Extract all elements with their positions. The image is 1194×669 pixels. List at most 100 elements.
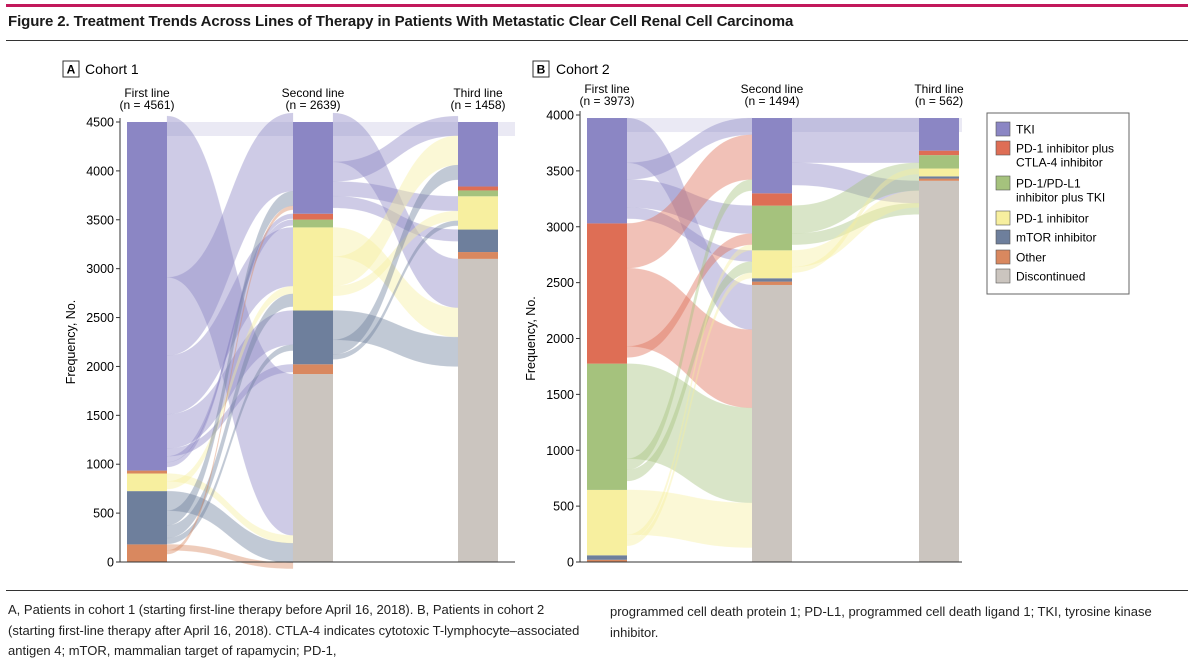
y-tick-label: 3000 xyxy=(546,220,574,234)
legend-label: PD-1 inhibitor plus CTLA-4 inhibitor xyxy=(1016,142,1114,170)
bar-segment-2-6 xyxy=(458,122,498,187)
bar-segment-1-6 xyxy=(293,122,333,214)
bar-segment-2-2 xyxy=(458,229,498,253)
column-label: Second line xyxy=(741,82,804,96)
bar-segment-0-2 xyxy=(587,489,627,556)
panel-letter: A xyxy=(67,63,76,77)
legend-label: Other xyxy=(1016,251,1046,265)
legend-label: PD-1 inhibitor xyxy=(1016,212,1089,226)
legend-label-line: PD-1 inhibitor plus xyxy=(1016,142,1114,156)
bar-segment-2-2 xyxy=(919,176,959,179)
legend-swatch xyxy=(995,140,1011,156)
bar-segment-1-2 xyxy=(293,310,333,365)
y-tick-label: 2000 xyxy=(86,360,114,374)
bar-segment-1-2 xyxy=(752,278,792,282)
bar-segment-2-3 xyxy=(919,168,959,177)
y-tick-label: 4000 xyxy=(86,164,114,178)
y-axis-label: Frequency, No. xyxy=(64,300,78,385)
y-tick-label: 2500 xyxy=(546,276,574,290)
y-tick-label: 0 xyxy=(107,556,114,570)
column-n-label: (n = 1458) xyxy=(450,98,505,112)
bar-segment-2-3 xyxy=(458,196,498,230)
legend-label-line: PD-1/PD-L1 xyxy=(1016,177,1081,191)
legend-label-line: mTOR inhibitor xyxy=(1016,231,1096,245)
bar-segment-2-1 xyxy=(458,252,498,259)
legend-swatch xyxy=(995,175,1011,191)
bar-segment-1-1 xyxy=(293,364,333,375)
flow-band-13 xyxy=(166,544,294,569)
column-label: First line xyxy=(124,86,170,100)
y-tick-label: 3000 xyxy=(86,262,114,276)
flow-band-9 xyxy=(166,490,294,563)
bar-segment-0-3 xyxy=(587,363,627,490)
y-tick-label: 1000 xyxy=(86,458,114,472)
legend-label: mTOR inhibitor xyxy=(1016,231,1096,245)
bar-segment-2-6 xyxy=(919,118,959,151)
column-n-label: (n = 3973) xyxy=(579,94,634,108)
bar-segment-2-1 xyxy=(919,178,959,181)
bar-segment-0-1 xyxy=(587,555,627,560)
flows-group xyxy=(166,112,459,569)
caption-left: A, Patients in cohort 1 (starting first-… xyxy=(8,602,580,658)
bar-segment-0-1 xyxy=(127,491,167,545)
legend-label-line: TKI xyxy=(1016,123,1035,137)
top-band xyxy=(167,122,515,136)
bar-segment-1-4 xyxy=(752,205,792,251)
legend-label-line: PD-1 inhibitor xyxy=(1016,212,1089,226)
bar-segment-1-6 xyxy=(752,118,792,194)
bar-segment-0-4 xyxy=(587,223,627,364)
panel-letter: B xyxy=(537,63,546,77)
legend-label: Discontinued xyxy=(1016,270,1085,284)
caption-right: programmed cell death protein 1; PD-L1, … xyxy=(610,604,1152,640)
bar-segment-1-5 xyxy=(752,193,792,206)
y-tick-label: 2000 xyxy=(546,332,574,346)
bar-segment-1-0 xyxy=(293,374,333,562)
y-axis-label: Frequency, No. xyxy=(524,296,538,381)
legend-swatch xyxy=(995,268,1011,284)
legend-label: PD-1/PD-L1 inhibitor plus TKI xyxy=(1016,177,1105,205)
column-label: Third line xyxy=(453,86,503,100)
bar-segment-2-0 xyxy=(919,180,959,563)
y-tick-label: 1500 xyxy=(86,409,114,423)
sankey-panel-a: A Cohort 1 First line(n = 4561) Second line… xyxy=(62,60,515,570)
legend-label: TKI xyxy=(1016,123,1035,137)
column-n-label: (n = 4561) xyxy=(119,98,174,112)
bar-segment-0-5 xyxy=(587,118,627,224)
column-label: First line xyxy=(584,82,630,96)
bar-segment-0-0 xyxy=(587,559,627,562)
column-n-label: (n = 2639) xyxy=(285,98,340,112)
panel-letter-box xyxy=(532,60,550,78)
bar-segment-2-5 xyxy=(919,150,959,156)
y-tick-label: 4000 xyxy=(546,109,574,123)
y-tick-label: 4500 xyxy=(86,116,114,130)
panel-title: Cohort 2 xyxy=(556,61,610,77)
flows-group xyxy=(626,117,920,548)
legend-label-line: CTLA-4 inhibitor xyxy=(1016,156,1103,170)
bar-segment-0-3 xyxy=(127,470,167,474)
bar-segment-1-3 xyxy=(293,227,333,311)
column-n-label: (n = 1494) xyxy=(744,94,799,108)
bar-segment-1-1 xyxy=(752,281,792,285)
legend-label-line: inhibitor plus TKI xyxy=(1016,191,1105,205)
legend-box xyxy=(986,112,1130,295)
bar-segment-2-5 xyxy=(458,186,498,191)
column-label: Third line xyxy=(914,82,964,96)
y-tick-label: 2500 xyxy=(86,311,114,325)
y-tick-label: 0 xyxy=(567,556,574,570)
sankey-panel-b: B Cohort 2 First line(n = 3973) Second line… xyxy=(524,60,964,570)
y-tick-label: 3500 xyxy=(86,213,114,227)
column-label: Second line xyxy=(282,86,345,100)
bar-segment-1-3 xyxy=(752,250,792,279)
bar-segment-1-4 xyxy=(293,219,333,228)
bar-segment-1-5 xyxy=(293,213,333,220)
y-tick-label: 500 xyxy=(93,507,114,521)
legend-label-line: Other xyxy=(1016,251,1046,265)
legend-swatch xyxy=(995,249,1011,265)
legend-label-line: Discontinued xyxy=(1016,270,1085,284)
bar-segment-0-2 xyxy=(127,473,167,492)
top-accent-rule xyxy=(6,4,1188,7)
figure-title: Figure 2. Treatment Trends Across Lines … xyxy=(8,13,794,30)
y-tick-label: 3500 xyxy=(546,164,574,178)
